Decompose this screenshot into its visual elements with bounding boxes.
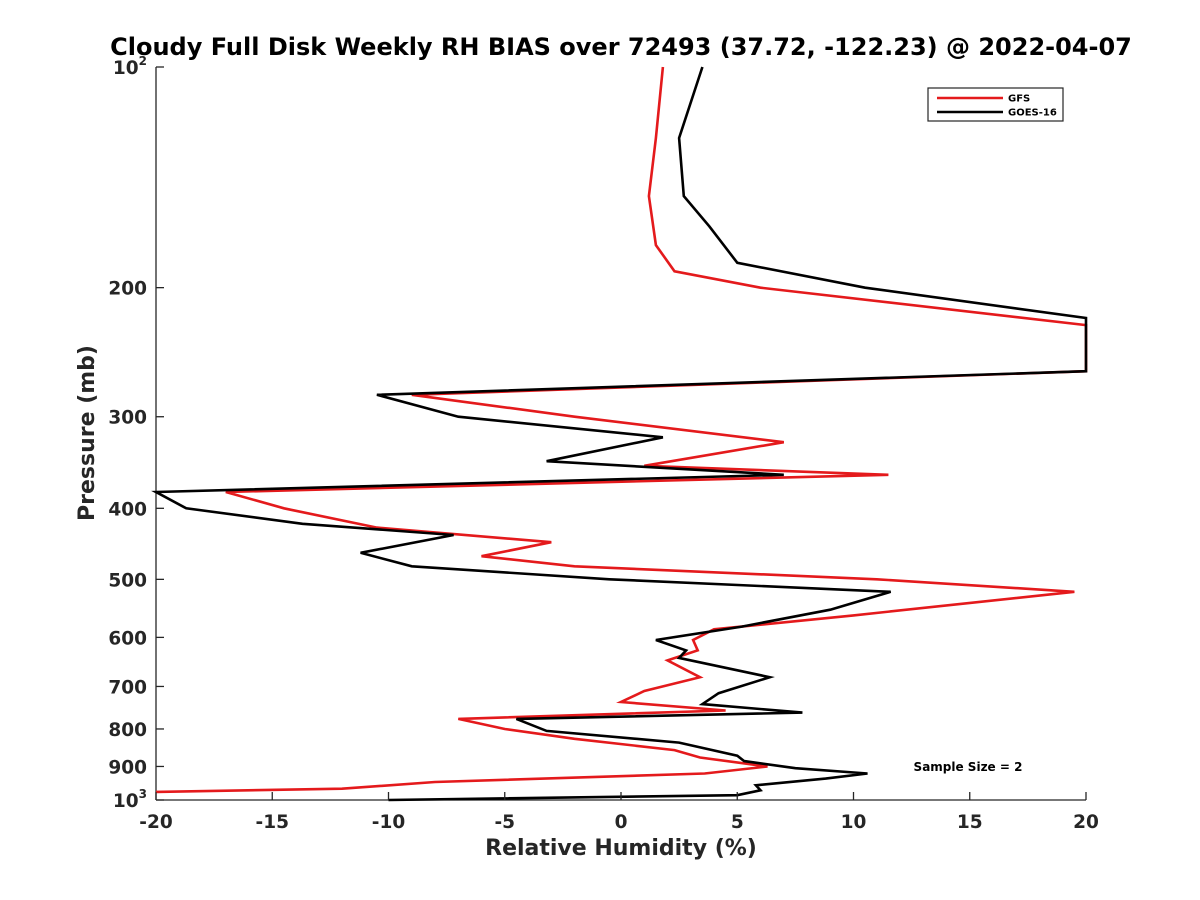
series-line-goes-16 <box>151 66 1088 802</box>
legend-box <box>927 87 1064 122</box>
x-tick-label: -20 <box>139 812 172 833</box>
y-axis-ticks: 102 200 300 400 500 600 700 800 900 103 <box>108 54 164 812</box>
legend: GFS GOES-16 <box>927 87 1064 122</box>
y-tick-label: 300 <box>108 408 147 429</box>
x-tick-label: -5 <box>494 812 515 833</box>
x-axis-label: Relative Humidity (%) <box>485 836 757 861</box>
x-axis-ticks: -20 -15 -10 -5 0 5 10 15 20 <box>139 792 1099 833</box>
x-tick-label: 15 <box>957 812 983 833</box>
y-tick-label: 900 <box>108 757 147 778</box>
y-tick-label: 102 <box>113 54 147 79</box>
y-tick-label: 200 <box>108 279 147 300</box>
x-tick-label: -15 <box>256 812 289 833</box>
chart-title: Cloudy Full Disk Weekly RH BIAS over 724… <box>110 33 1132 61</box>
sample-size-annotation: Sample Size = 2 <box>914 760 1023 774</box>
plot-area <box>151 66 1088 802</box>
x-tick-label: 0 <box>615 812 628 833</box>
y-tick-label: 103 <box>113 787 147 812</box>
x-tick-label: -10 <box>372 812 405 833</box>
y-tick-label: 800 <box>108 720 147 741</box>
legend-label: GFS <box>1008 94 1030 105</box>
x-tick-label: 5 <box>731 812 744 833</box>
y-tick-label: 600 <box>108 628 147 649</box>
x-tick-label: 20 <box>1073 812 1099 833</box>
y-tick-label: 400 <box>108 499 147 520</box>
series-line-gfs <box>155 66 1088 794</box>
y-tick-label: 700 <box>108 677 147 698</box>
y-tick-label: 500 <box>108 570 147 591</box>
x-tick-label: 10 <box>841 812 867 833</box>
y-axis-label: Pressure (mb) <box>75 345 100 521</box>
legend-label: GOES-16 <box>1008 108 1057 119</box>
